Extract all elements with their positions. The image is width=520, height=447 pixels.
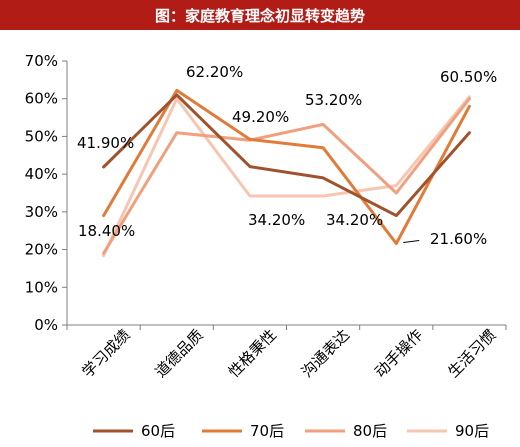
data-annotation: 62.20% bbox=[186, 63, 243, 81]
data-annotation: 49.20% bbox=[232, 108, 289, 126]
series-line bbox=[102, 95, 471, 258]
y-tick-label: 50% bbox=[25, 127, 58, 145]
y-tick-label: 60% bbox=[25, 90, 58, 108]
category-label: 道德品质 bbox=[152, 326, 207, 381]
category-label: 学习成绩 bbox=[78, 326, 133, 381]
legend: 60后 70后 80后 90后 bbox=[93, 422, 489, 440]
y-tick-label: 0% bbox=[34, 316, 58, 334]
annotation-leader bbox=[403, 240, 420, 244]
data-annotation: 34.20% bbox=[248, 211, 305, 229]
data-annotation: 53.20% bbox=[305, 91, 362, 109]
annotations: 41.90% 62.20% 49.20% 53.20% 60.50% 18.40% 34.2… bbox=[77, 63, 497, 248]
legend-label: 80后 bbox=[353, 422, 387, 440]
legend-label: 60后 bbox=[141, 422, 175, 440]
series-line bbox=[102, 97, 471, 255]
series-line bbox=[102, 93, 471, 218]
legend-label: 70后 bbox=[250, 422, 284, 440]
category-label: 沟通表达 bbox=[298, 326, 353, 381]
y-tick-label: 10% bbox=[25, 278, 58, 296]
series-line bbox=[102, 88, 471, 245]
y-tick-label: 30% bbox=[25, 203, 58, 221]
series-lines bbox=[102, 88, 471, 258]
data-annotation: 41.90% bbox=[77, 134, 134, 152]
data-annotation: 18.40% bbox=[78, 222, 135, 240]
category-label: 性格秉性 bbox=[225, 326, 280, 381]
chart-title: 图：家庭教育理念初显转变趋势 bbox=[0, 0, 520, 30]
y-tick-label: 70% bbox=[25, 52, 58, 70]
y-tick-label: 20% bbox=[25, 241, 58, 259]
data-annotation: 60.50% bbox=[440, 68, 497, 86]
category-label: 生活习惯 bbox=[444, 326, 499, 381]
y-tick-label: 40% bbox=[25, 165, 58, 183]
data-annotation: 21.60% bbox=[430, 230, 487, 248]
data-annotation: 34.20% bbox=[326, 211, 383, 229]
category-label: 动手操作 bbox=[371, 326, 426, 381]
legend-label: 90后 bbox=[455, 422, 489, 440]
